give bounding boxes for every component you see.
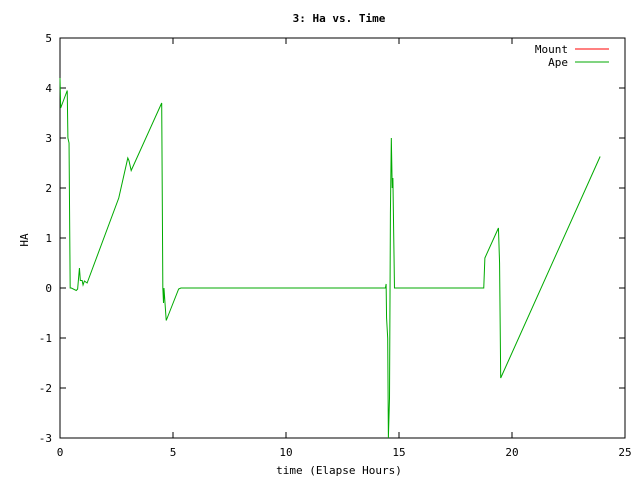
x-tick-label: 10	[279, 446, 292, 459]
y-tick-label: 1	[45, 232, 52, 245]
y-tick-label: 0	[45, 282, 52, 295]
x-tick-label: 25	[618, 446, 631, 459]
legend-label-ape: Ape	[548, 56, 568, 69]
x-tick-label: 20	[505, 446, 518, 459]
plot-frame	[59, 37, 626, 439]
y-tick-label: 3	[45, 132, 52, 145]
y-axis-label: HA	[18, 233, 31, 247]
y-tick-label: 4	[45, 82, 52, 95]
chart-title: 3: Ha vs. Time	[293, 12, 386, 25]
series-line-ape	[59, 77, 601, 439]
x-tick-label: 15	[392, 446, 405, 459]
y-tick-label: 5	[45, 32, 52, 45]
x-tick-label: 0	[57, 446, 64, 459]
y-tick-label: -3	[39, 432, 52, 445]
x-tick-label: 5	[170, 446, 177, 459]
x-axis-label: time (Elapse Hours)	[276, 464, 402, 477]
legend-label-mount: Mount	[535, 43, 568, 56]
y-tick-label: -1	[39, 332, 52, 345]
y-tick-label: -2	[39, 382, 52, 395]
y-tick-label: 2	[45, 182, 52, 195]
